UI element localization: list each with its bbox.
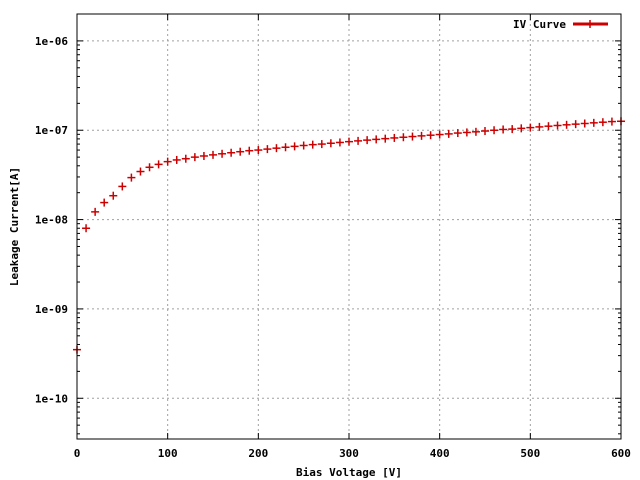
data-point (589, 118, 598, 127)
x-tick-label: 600 (611, 447, 631, 460)
data-point (172, 155, 181, 164)
y-tick-label: 1e-10 (35, 392, 68, 405)
data-point (526, 123, 535, 132)
data-point (399, 133, 408, 142)
series-iv-curve-points (73, 117, 625, 354)
data-point (82, 224, 91, 233)
x-axis-label: Bias Voltage [V] (296, 466, 402, 479)
y-tick-label: 1e-07 (35, 124, 68, 137)
data-point (317, 140, 326, 149)
x-tick-label: 200 (248, 447, 268, 460)
data-point (580, 119, 589, 128)
data-point (118, 182, 127, 191)
x-axis-ticks: 0 100 200 300 400 500 600 (74, 14, 631, 460)
data-point (562, 120, 571, 129)
y-tick-label: 1e-09 (35, 303, 68, 316)
data-point (354, 136, 363, 145)
data-point (290, 142, 299, 151)
data-point (91, 207, 100, 216)
plot-frame (76, 13, 622, 440)
data-point (426, 131, 435, 140)
data-point (254, 146, 263, 155)
data-point (444, 129, 453, 138)
data-point (272, 144, 281, 153)
data-point (417, 131, 426, 140)
data-point (236, 147, 245, 156)
data-point (390, 133, 399, 142)
data-point (154, 160, 163, 169)
data-point (326, 139, 335, 148)
data-point (453, 129, 462, 138)
data-point (471, 127, 480, 136)
data-point (435, 130, 444, 139)
y-tick-label: 1e-06 (35, 35, 68, 48)
data-point (607, 117, 616, 126)
x-tick-label: 100 (158, 447, 178, 460)
data-point (199, 151, 208, 160)
data-point (481, 127, 489, 136)
data-point (145, 163, 154, 172)
data-point (508, 125, 517, 134)
grid-lines (77, 14, 621, 439)
data-point (109, 191, 118, 200)
data-point (381, 134, 390, 143)
data-point (245, 146, 254, 155)
data-point (299, 141, 308, 150)
y-tick-label: 1e-08 (35, 214, 68, 227)
data-point (372, 135, 381, 144)
data-point (263, 145, 272, 154)
data-point (209, 150, 217, 159)
data-point (535, 122, 544, 131)
data-point (408, 132, 417, 141)
data-point (571, 120, 580, 129)
data-point (181, 154, 190, 163)
x-tick-label: 0 (74, 447, 81, 460)
data-point (136, 167, 145, 176)
x-tick-label: 300 (339, 447, 359, 460)
data-point (281, 143, 290, 152)
data-point (553, 121, 562, 130)
data-point (517, 124, 526, 133)
data-point (335, 138, 344, 147)
data-point (490, 126, 499, 135)
y-axis-ticks: 1e-10 1e-09 1e-08 1e-07 1e-06 (35, 13, 621, 435)
data-point (363, 136, 372, 145)
data-point (462, 128, 471, 137)
data-point (227, 148, 236, 157)
data-point (598, 118, 607, 127)
legend-marker-plus (586, 20, 594, 28)
data-point (345, 137, 353, 146)
data-point (100, 198, 109, 207)
x-tick-label: 500 (520, 447, 540, 460)
data-point (544, 122, 553, 131)
legend-label-iv-curve: IV Curve (513, 18, 566, 31)
x-tick-label: 400 (430, 447, 450, 460)
data-point (163, 157, 172, 166)
legend: IV Curve (513, 18, 608, 31)
legend-marker-iv-curve (586, 20, 594, 28)
data-point (499, 125, 508, 134)
data-point (190, 153, 199, 162)
y-axis-label: Leakage Current[A] (8, 167, 21, 286)
data-point (218, 149, 227, 158)
data-point (127, 173, 136, 182)
data-point (308, 140, 317, 149)
